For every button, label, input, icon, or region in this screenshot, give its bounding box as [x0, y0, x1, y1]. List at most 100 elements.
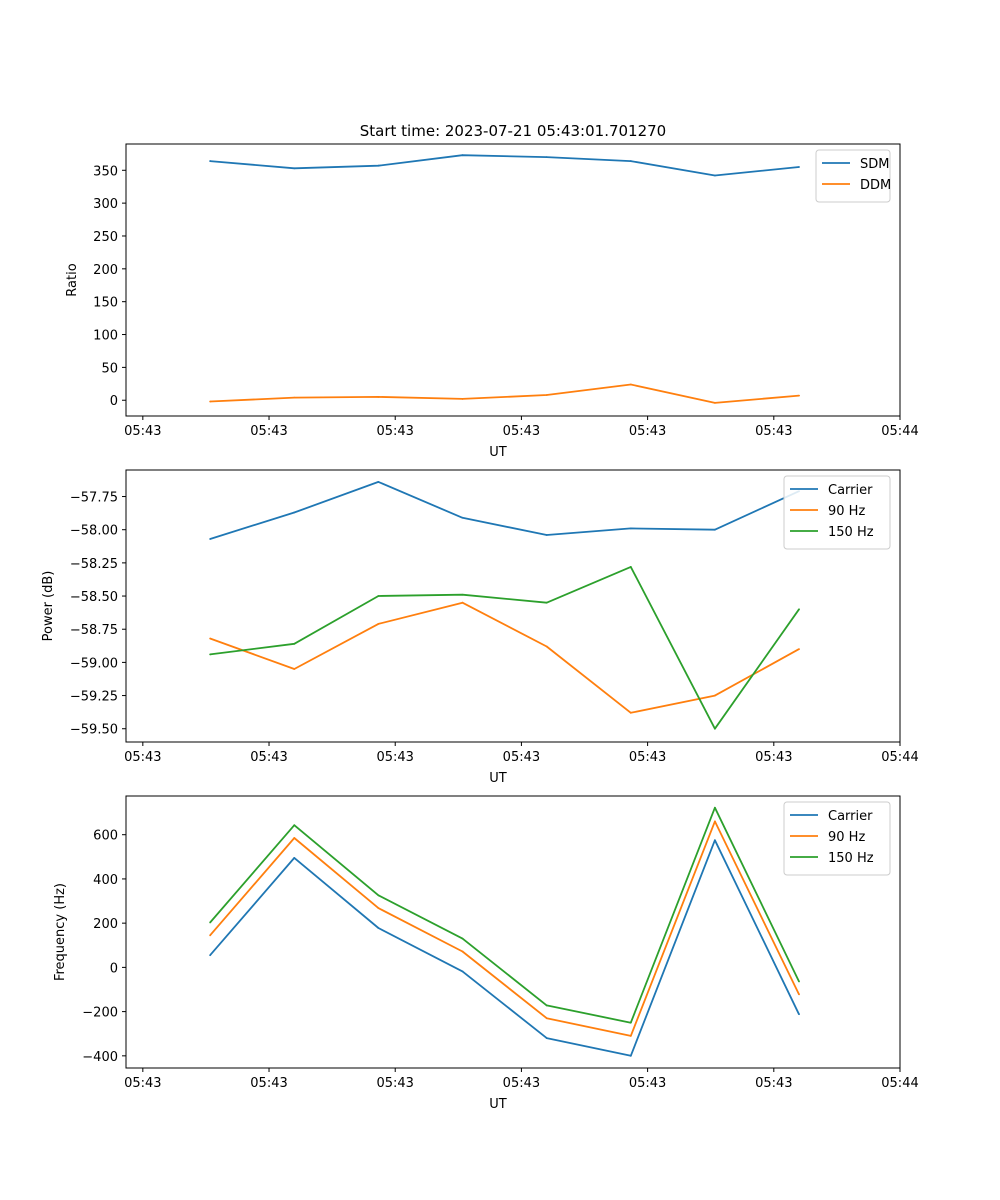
y-tick-label: −58.00	[70, 524, 118, 539]
x-axis-label: UT	[489, 771, 507, 786]
data-point	[461, 398, 464, 400]
data-point	[377, 894, 380, 897]
y-tick-label: 250	[93, 230, 118, 245]
data-point	[545, 1017, 548, 1020]
x-tick-label: 05:43	[503, 750, 540, 765]
y-tick-label: −59.00	[70, 656, 118, 671]
y-tick-label: 0	[110, 394, 118, 409]
legend-label: DDM	[860, 178, 891, 193]
data-point	[629, 1021, 632, 1024]
data-point	[714, 528, 716, 531]
legend-label: 90 Hz	[828, 830, 865, 845]
data-point	[293, 668, 296, 670]
series-line-150-hz	[209, 806, 800, 1024]
y-tick-label: 150	[93, 296, 118, 311]
y-tick-label: 400	[93, 873, 118, 888]
y-axis-label: Power (dB)	[41, 571, 56, 642]
legend-label: Carrier	[828, 809, 873, 824]
plot-area	[125, 469, 901, 743]
y-tick-label: −59.50	[70, 723, 118, 738]
data-point	[377, 396, 380, 398]
data-point	[798, 394, 800, 397]
series-line-carrier	[209, 480, 800, 540]
y-tick-label: −57.75	[70, 491, 118, 506]
x-tick-label: 05:43	[124, 1076, 161, 1091]
data-point	[209, 653, 212, 656]
x-tick-label: 05:43	[250, 424, 287, 439]
chart-panel-1: 05:43 05:43 05:43 05:43 05:43 05:43 05:44 UT 0 50…	[65, 143, 919, 460]
data-point	[209, 400, 212, 403]
data-point	[209, 954, 212, 957]
series-line-90-hz	[209, 820, 800, 1037]
data-point	[377, 481, 380, 483]
data-point	[293, 511, 296, 514]
x-tick-label: 05:43	[503, 1076, 540, 1091]
plot-area	[125, 795, 901, 1069]
data-point	[209, 934, 212, 937]
legend: Carrier 90 Hz 150 Hz	[783, 801, 891, 876]
data-point	[629, 1035, 632, 1037]
data-point	[209, 160, 212, 162]
data-point	[293, 642, 296, 645]
x-tick-label: 05:43	[503, 424, 540, 439]
legend-label: Carrier	[828, 483, 873, 498]
data-point	[293, 857, 296, 859]
data-point	[293, 837, 296, 839]
data-point	[545, 645, 548, 648]
x-tick-label: 05:43	[124, 424, 161, 439]
x-tick-label: 05:43	[250, 1076, 287, 1091]
x-axis-label: UT	[489, 445, 507, 460]
data-point	[377, 623, 380, 625]
data-point	[714, 727, 716, 730]
x-axis-label: UT	[489, 1097, 507, 1112]
series-line-ddm	[210, 383, 800, 404]
data-point	[461, 950, 464, 953]
data-point	[293, 824, 296, 827]
chart-panel-2: 05:43 05:43 05:43 05:43 05:43 05:43 05:44 UT −57…	[41, 469, 919, 786]
x-tick-label: 05:43	[124, 750, 161, 765]
data-point	[293, 167, 296, 170]
x-tick-label: 05:43	[376, 424, 413, 439]
legend: Carrier 90 Hz 150 Hz	[783, 475, 891, 550]
data-point	[461, 601, 464, 604]
y-axis-label: Frequency (Hz)	[53, 883, 68, 981]
data-point	[545, 601, 548, 604]
y-tick-label: −58.25	[70, 557, 118, 572]
plot-area	[125, 143, 901, 417]
data-point	[629, 565, 632, 568]
data-point	[545, 156, 548, 159]
data-point	[545, 394, 548, 396]
legend-label: 90 Hz	[828, 504, 865, 519]
y-tick-label: 200	[93, 263, 118, 278]
series-line-150-hz	[209, 566, 800, 730]
data-point	[629, 383, 632, 386]
data-point	[545, 534, 548, 536]
y-axis-label: Ratio	[65, 263, 80, 296]
y-tick-label: 100	[93, 329, 118, 344]
x-tick-label: 05:43	[376, 1076, 413, 1091]
series-line-carrier	[209, 839, 800, 1057]
x-tick-label: 05:43	[376, 750, 413, 765]
y-tick-label: −200	[82, 1006, 118, 1021]
data-point	[798, 1013, 800, 1016]
data-point	[293, 396, 296, 399]
data-point	[377, 927, 380, 929]
data-point	[798, 166, 800, 168]
y-tick-label: 0	[110, 961, 118, 976]
data-point	[461, 154, 464, 157]
data-point	[714, 806, 716, 809]
figure-title: Start time: 2023-07-21 05:43:01.701270	[360, 122, 666, 140]
data-point	[714, 401, 716, 404]
data-point	[629, 711, 632, 714]
data-point	[209, 538, 212, 540]
data-point	[629, 1054, 632, 1057]
data-point	[545, 1004, 548, 1007]
y-tick-label: 50	[101, 361, 118, 376]
x-tick-label: 05:43	[629, 424, 666, 439]
data-point	[377, 907, 380, 910]
data-point	[209, 637, 212, 640]
data-point	[798, 980, 800, 983]
chart-panel-3: 05:43 05:43 05:43 05:43 05:43 05:43 05:44 UT 600…	[53, 795, 919, 1112]
data-point	[714, 839, 716, 842]
